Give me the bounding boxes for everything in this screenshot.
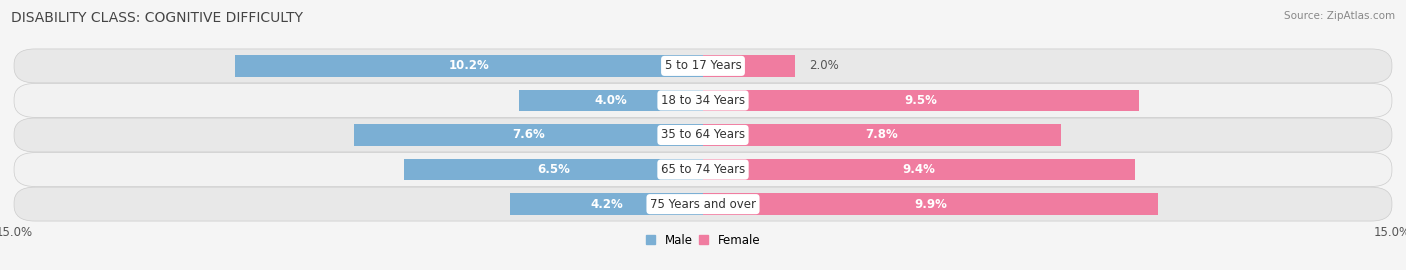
Text: 4.2%: 4.2% — [591, 198, 623, 211]
Text: 7.8%: 7.8% — [866, 129, 898, 141]
Text: 2.0%: 2.0% — [808, 59, 838, 72]
Text: 9.5%: 9.5% — [904, 94, 938, 107]
Text: 7.6%: 7.6% — [512, 129, 546, 141]
Bar — [703, 55, 794, 77]
Text: 10.2%: 10.2% — [449, 59, 489, 72]
Bar — [510, 193, 703, 215]
FancyBboxPatch shape — [14, 153, 1392, 187]
FancyBboxPatch shape — [14, 118, 1392, 152]
Bar — [703, 159, 1135, 180]
Bar — [235, 55, 703, 77]
Bar — [354, 124, 703, 146]
FancyBboxPatch shape — [14, 83, 1392, 117]
Text: 6.5%: 6.5% — [537, 163, 571, 176]
Bar — [405, 159, 703, 180]
FancyBboxPatch shape — [14, 49, 1392, 83]
Text: 35 to 64 Years: 35 to 64 Years — [661, 129, 745, 141]
Text: 75 Years and over: 75 Years and over — [650, 198, 756, 211]
Text: 5 to 17 Years: 5 to 17 Years — [665, 59, 741, 72]
FancyBboxPatch shape — [14, 187, 1392, 221]
Bar — [519, 90, 703, 111]
Legend: Male, Female: Male, Female — [645, 234, 761, 247]
Bar — [703, 193, 1157, 215]
Bar — [703, 124, 1062, 146]
Text: 18 to 34 Years: 18 to 34 Years — [661, 94, 745, 107]
Text: DISABILITY CLASS: COGNITIVE DIFFICULTY: DISABILITY CLASS: COGNITIVE DIFFICULTY — [11, 11, 304, 25]
Text: 9.9%: 9.9% — [914, 198, 946, 211]
Text: Source: ZipAtlas.com: Source: ZipAtlas.com — [1284, 11, 1395, 21]
Text: 9.4%: 9.4% — [903, 163, 935, 176]
Text: 65 to 74 Years: 65 to 74 Years — [661, 163, 745, 176]
Text: 4.0%: 4.0% — [595, 94, 627, 107]
Bar — [703, 90, 1139, 111]
